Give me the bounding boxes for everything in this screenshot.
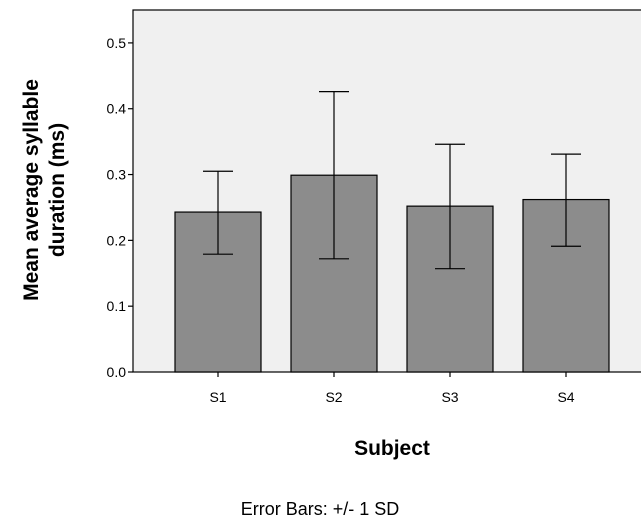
x-tick-label: S4	[557, 389, 574, 405]
error-bars-layer	[203, 91, 581, 270]
y-tick-label: 0.1	[107, 298, 127, 314]
y-axis: 0.0 0.1 0.2 0.3 0.4 0.5	[107, 35, 133, 380]
y-tick-label: 0.2	[107, 232, 127, 248]
x-axis-title: Subject	[354, 437, 430, 460]
x-tick-label: S1	[209, 389, 226, 405]
x-tick-label: S2	[325, 389, 342, 405]
x-axis: S1 S2 S3 S4	[209, 372, 575, 405]
y-tick-label: 0.3	[107, 167, 127, 183]
error-bars-footnote: Error Bars: +/- 1 SD	[241, 499, 400, 519]
x-tick-label: S3	[441, 389, 458, 405]
y-tick-label: 0.5	[107, 35, 127, 51]
y-tick-label: 0.0	[107, 364, 127, 380]
y-tick-label: 0.4	[107, 101, 127, 117]
y-axis-title-line2: duration (ms)	[46, 123, 69, 257]
y-axis-title-line1: Mean average syllable	[20, 79, 43, 301]
